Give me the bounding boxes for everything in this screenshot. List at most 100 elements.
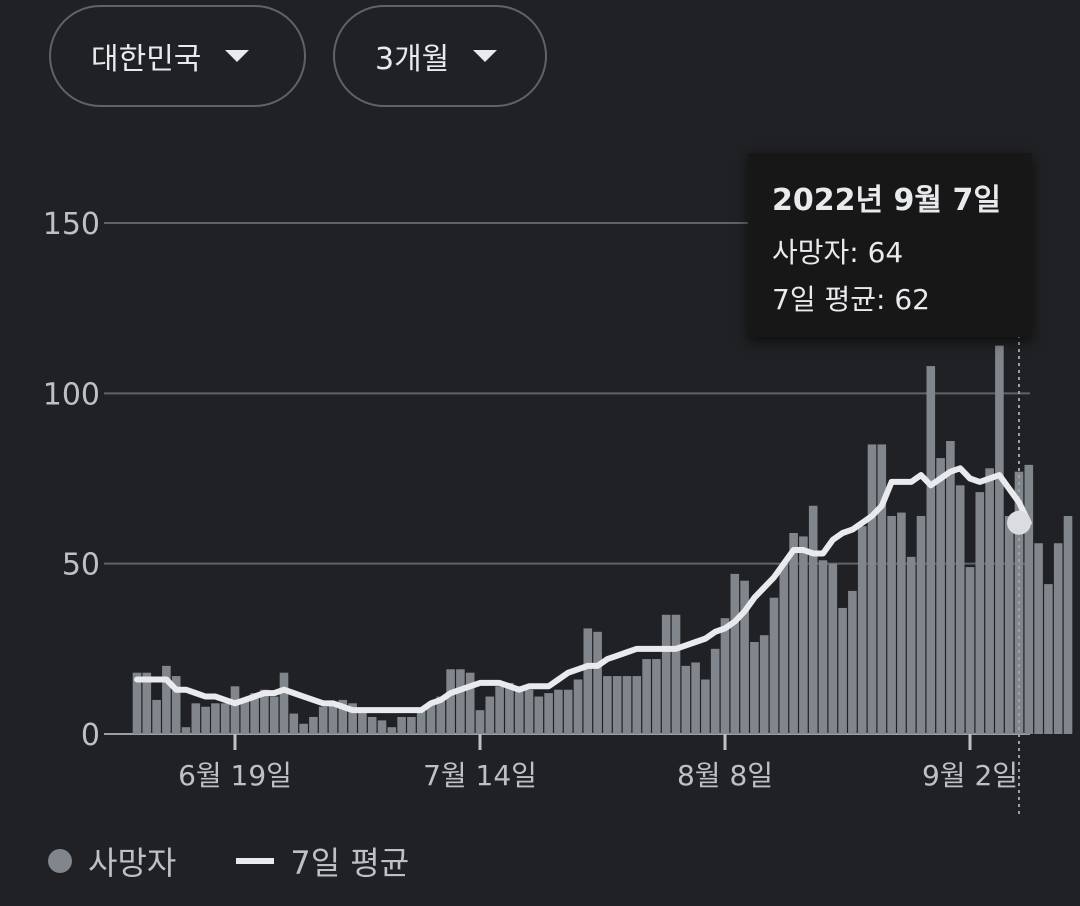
legend-average-label: 7일 평균 xyxy=(290,844,410,882)
bar xyxy=(309,716,318,734)
bar xyxy=(456,669,465,734)
tooltip-date: 2022년 9월 7일 xyxy=(772,183,1001,218)
bar xyxy=(985,468,994,734)
bar xyxy=(348,703,357,734)
bar xyxy=(318,706,328,734)
bar xyxy=(416,710,426,734)
bar xyxy=(769,597,779,734)
bar xyxy=(887,515,896,734)
bar xyxy=(436,696,446,734)
bar xyxy=(848,590,857,734)
bar xyxy=(132,672,142,734)
x-tick-label: 6월 19일 xyxy=(178,759,292,792)
bar xyxy=(201,706,210,734)
chart-legend: 사망자 7일 평균 xyxy=(48,838,409,884)
average-legend-line-icon xyxy=(236,858,275,864)
country-label: 대한민국 xyxy=(91,42,202,77)
bar xyxy=(671,614,681,734)
bar xyxy=(338,699,348,734)
bar xyxy=(1063,515,1073,734)
bar xyxy=(524,689,534,734)
bar xyxy=(1034,543,1043,734)
bar xyxy=(652,659,661,734)
bar xyxy=(955,485,965,734)
bar xyxy=(1004,515,1014,734)
bar xyxy=(877,444,887,734)
chevron-down-icon xyxy=(225,50,250,62)
bar xyxy=(534,696,544,734)
y-tick-label: 0 xyxy=(81,718,100,753)
deaths-legend-dot-icon xyxy=(48,849,72,873)
bar xyxy=(995,345,1004,734)
bar xyxy=(1024,464,1034,734)
bar xyxy=(936,458,945,734)
bar xyxy=(573,679,583,734)
bar xyxy=(299,723,308,734)
bar xyxy=(220,703,230,734)
bar xyxy=(211,703,220,734)
bar xyxy=(260,689,269,734)
bar xyxy=(593,631,602,734)
bar xyxy=(230,686,240,734)
bar xyxy=(171,676,181,734)
bar xyxy=(377,720,387,734)
legend-deaths-label: 사망자 xyxy=(88,844,177,882)
bar xyxy=(485,696,495,734)
bar xyxy=(759,635,769,734)
tooltip-deaths: 사망자: 64 xyxy=(772,236,904,269)
tooltip-average: 7일 평균: 62 xyxy=(772,283,930,316)
bar xyxy=(583,628,593,734)
bar xyxy=(965,567,975,734)
bar xyxy=(740,580,749,734)
bar xyxy=(358,710,367,734)
bar xyxy=(426,703,436,734)
bar xyxy=(897,512,906,734)
bar xyxy=(701,679,710,734)
bar xyxy=(779,563,789,734)
bar xyxy=(691,662,700,734)
bar xyxy=(514,686,524,734)
bar xyxy=(397,716,406,734)
bar xyxy=(162,665,171,734)
bar xyxy=(642,659,651,734)
bar xyxy=(475,710,485,734)
country-dropdown[interactable]: 대한민국 xyxy=(49,5,306,107)
bar xyxy=(240,699,250,734)
bar xyxy=(250,693,259,734)
bar xyxy=(387,727,397,734)
bar xyxy=(975,492,985,734)
bar xyxy=(191,703,201,734)
bar xyxy=(142,672,152,734)
bar xyxy=(152,699,161,734)
bar xyxy=(926,366,936,734)
bar xyxy=(661,614,671,734)
x-tick-label: 7월 14일 xyxy=(423,759,537,792)
bar xyxy=(1053,543,1063,734)
bar xyxy=(612,676,622,734)
bar xyxy=(720,618,730,734)
bar xyxy=(407,716,416,734)
bar xyxy=(622,676,632,734)
chevron-down-icon xyxy=(473,50,498,62)
x-tick-label: 9월 2일 xyxy=(922,759,1018,792)
y-tick-label: 100 xyxy=(43,377,100,412)
bar xyxy=(465,672,475,734)
period-dropdown[interactable]: 3개월 xyxy=(333,5,547,107)
bar xyxy=(730,573,740,734)
bar xyxy=(279,672,289,734)
bar xyxy=(554,689,563,734)
bar xyxy=(838,607,847,734)
bar xyxy=(367,716,377,734)
bar xyxy=(867,444,877,734)
highlight-point xyxy=(1007,510,1031,535)
bar xyxy=(544,693,553,734)
bar xyxy=(632,676,642,734)
bar xyxy=(495,686,504,734)
bar xyxy=(818,560,828,734)
bar xyxy=(946,441,955,734)
bar xyxy=(789,533,798,734)
bar xyxy=(289,713,299,734)
bar xyxy=(799,536,808,734)
bar xyxy=(916,515,926,734)
bar xyxy=(603,676,612,734)
